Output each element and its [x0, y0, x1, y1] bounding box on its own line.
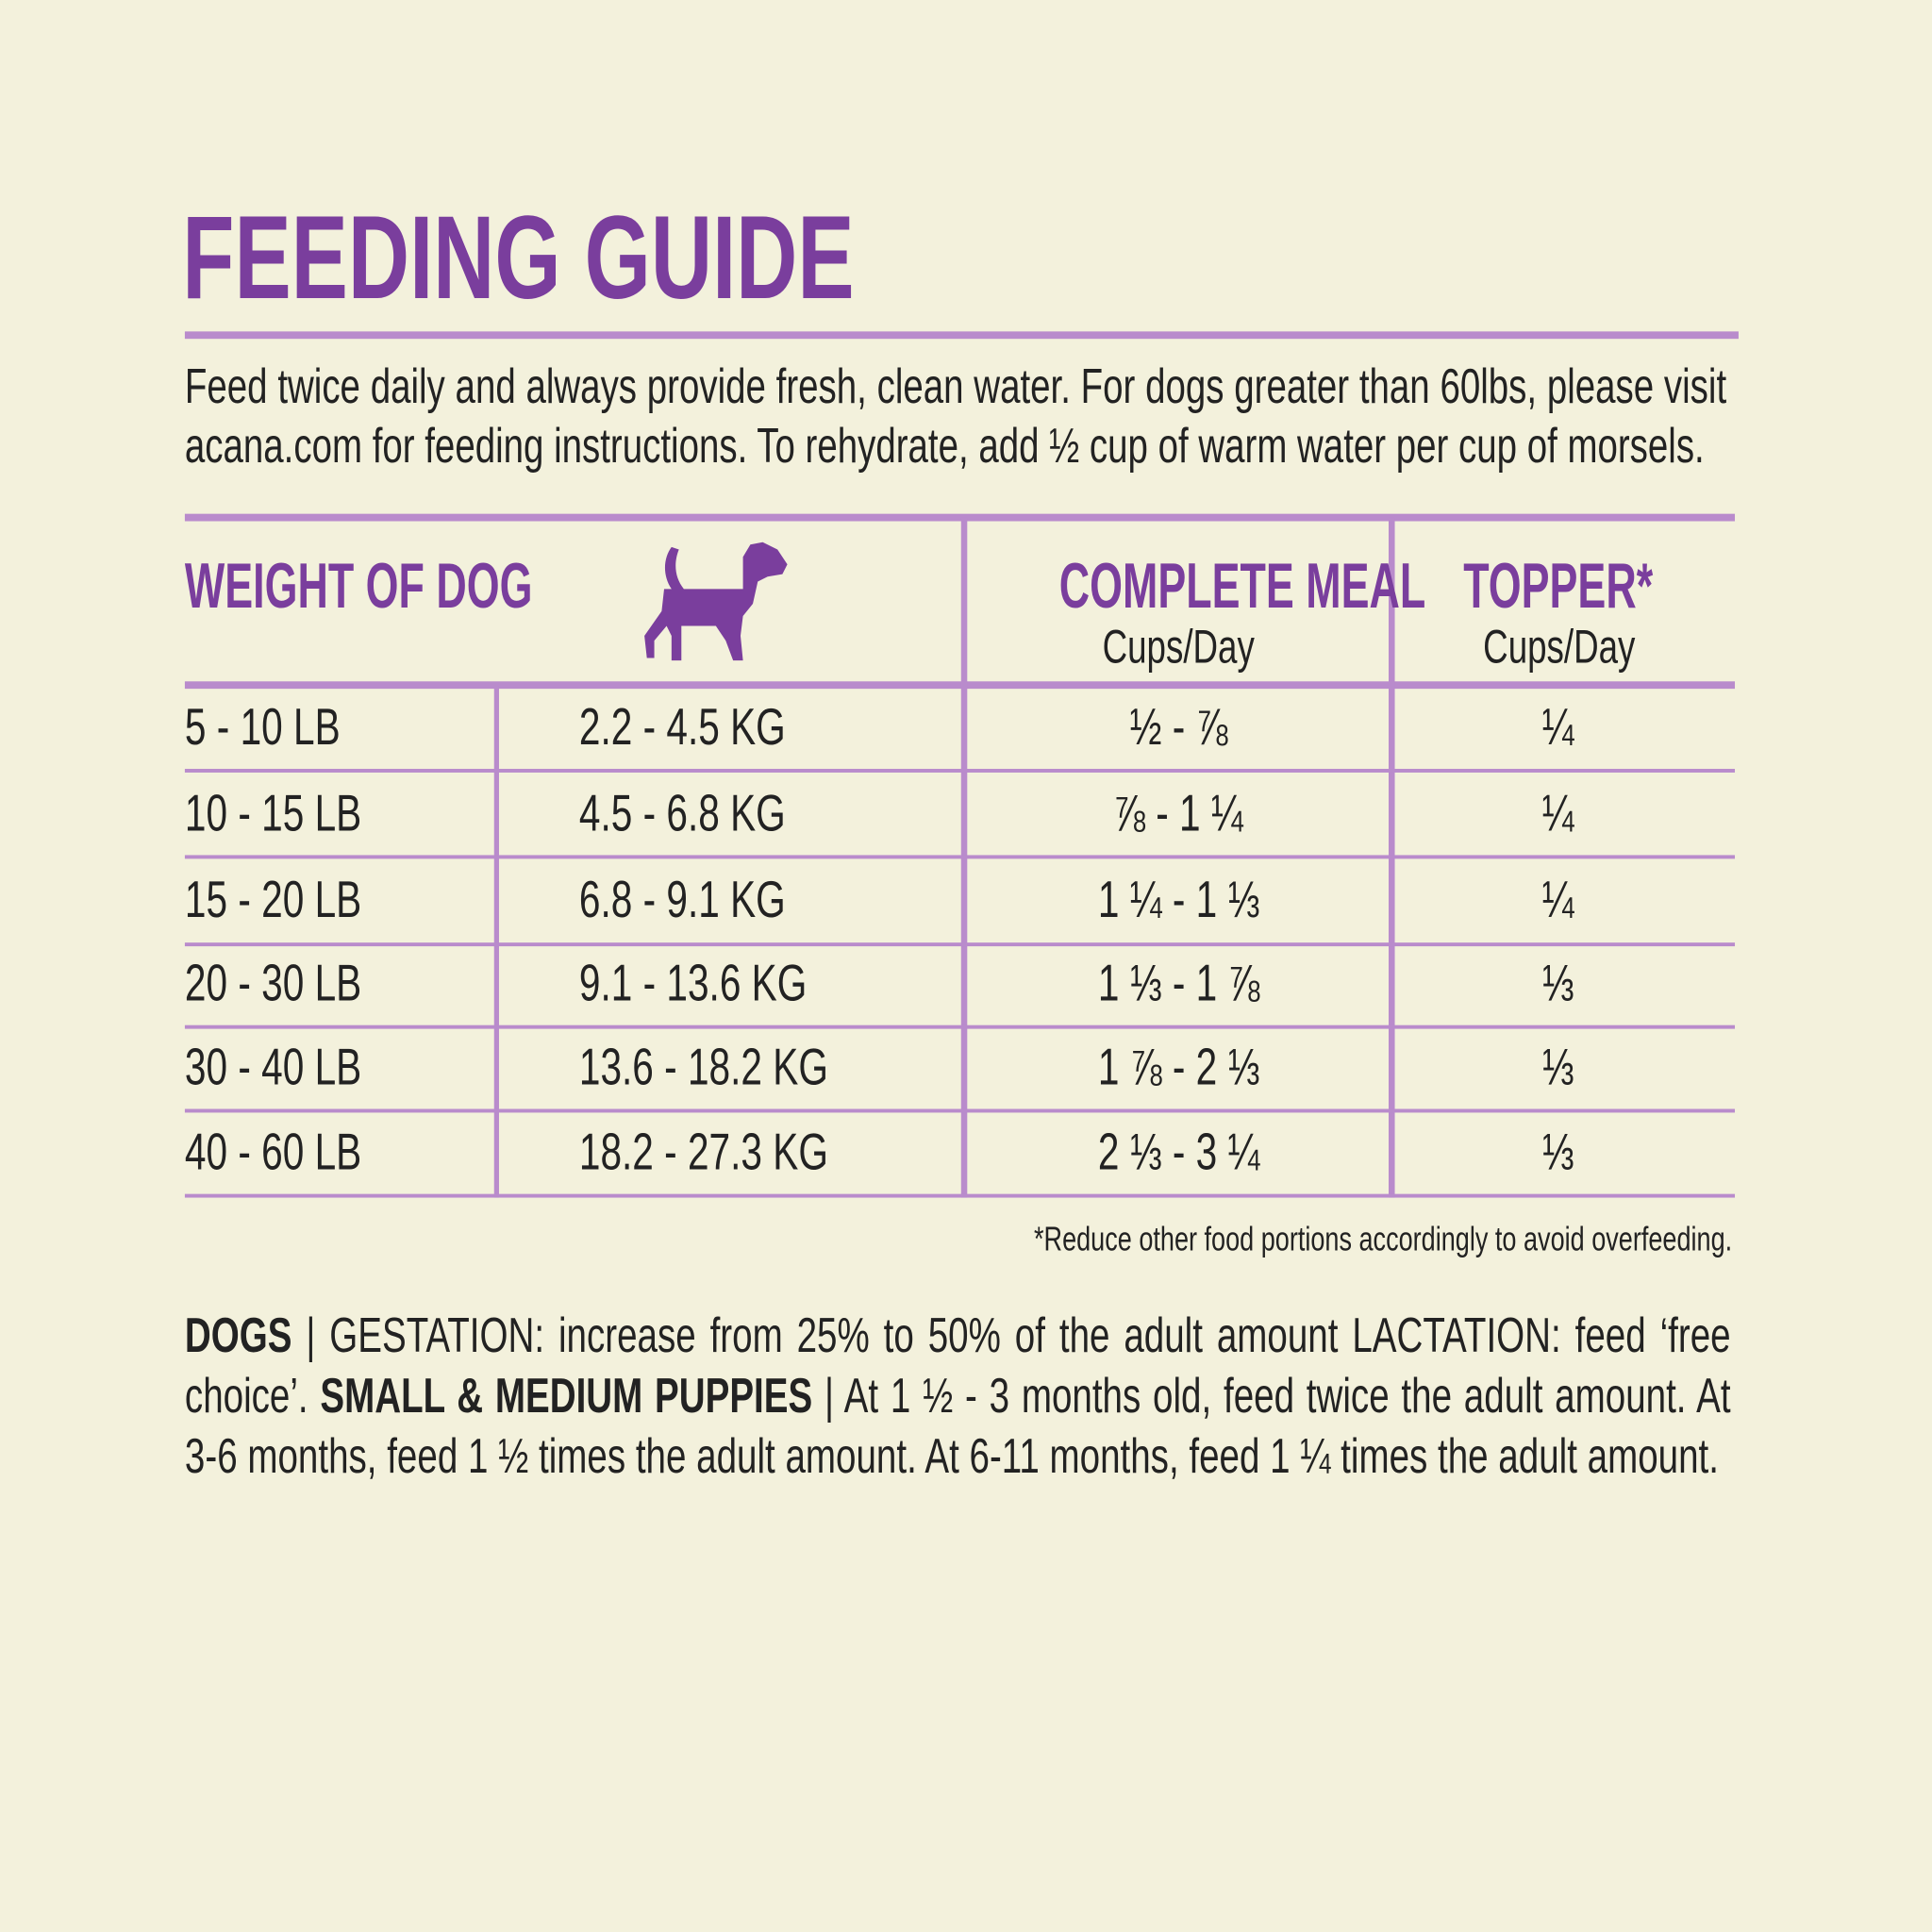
column-complete-unit: Cups/Day: [1102, 622, 1255, 675]
table-cell: 4.5 - 6.8 KG: [579, 770, 949, 855]
table-cell: ⅓: [1392, 1109, 1725, 1194]
cell-text: ⅞ - 1 ¼: [1113, 783, 1244, 842]
cell-text: 10 - 15 LB: [184, 783, 362, 842]
table-cell: ¼: [1392, 855, 1725, 942]
cell-text: 1 ⅞ - 2 ⅓: [1097, 1037, 1260, 1096]
table-cell: 6.8 - 9.1 KG: [579, 855, 949, 942]
table-cell: 15 - 20 LB: [185, 855, 493, 942]
cell-text: 40 - 60 LB: [184, 1122, 362, 1181]
cell-text: 20 - 30 LB: [184, 953, 362, 1012]
cell-text: 1 ⅓ - 1 ⅞: [1097, 953, 1260, 1012]
header-cell: Cups/Day: [965, 623, 1392, 675]
footnote-wrap: *Reduce other food portions accordingly …: [789, 1220, 1732, 1259]
row-rule: [184, 769, 1736, 773]
table-cell: 1 ⅓ - 1 ⅞: [965, 941, 1392, 1025]
cell-text: ¼: [1542, 783, 1575, 842]
table-cell: 13.6 - 18.2 KG: [579, 1025, 949, 1109]
bold-text: DOGS: [184, 1308, 292, 1363]
intro: Feed twice daily and always provide fres…: [184, 359, 1727, 474]
cell-text: ⅓: [1542, 953, 1575, 1012]
cell-text: 9.1 - 13.6 KG: [578, 953, 808, 1012]
table-cell: ⅓: [1392, 1025, 1725, 1109]
column-complete: COMPLETE MEAL: [1058, 550, 1426, 623]
notes: DOGS | GESTATION: increase from 25% to 5…: [185, 1306, 1731, 1487]
column-topper-unit: Cups/Day: [1482, 622, 1635, 675]
cell-text: 4.5 - 6.8 KG: [578, 783, 786, 842]
cell-text: ½ - ⅞: [1129, 697, 1228, 756]
cell-text: ⅓: [1542, 1037, 1575, 1096]
header-cell: TOPPER*: [1392, 552, 1725, 621]
cell-text: 5 - 10 LB: [184, 697, 341, 756]
column-topper: TOPPER*: [1463, 550, 1654, 623]
table-cell: 2.2 - 4.5 KG: [579, 685, 949, 769]
column-weight: WEIGHT OF DOG: [184, 550, 533, 623]
cell-text: 18.2 - 27.3 KG: [578, 1122, 828, 1181]
cell-text: 2.2 - 4.5 KG: [578, 697, 786, 756]
cell-text: 2 ⅓ - 3 ¼: [1097, 1122, 1260, 1181]
rule: [184, 513, 1736, 522]
table-cell: ½ - ⅞: [965, 685, 1392, 769]
rule: [184, 331, 1739, 340]
row-rule: [184, 942, 1736, 947]
cell-text: 1 ¼ - 1 ⅓: [1097, 870, 1260, 928]
title: FEEDING GUIDE: [182, 192, 855, 325]
cell-text: 15 - 20 LB: [184, 870, 362, 928]
table-cell: 5 - 10 LB: [185, 685, 493, 769]
row-rule: [184, 1108, 1736, 1113]
cell-text: ⅓: [1542, 1122, 1575, 1181]
table-cell: 40 - 60 LB: [185, 1109, 493, 1194]
table-cell: ¼: [1392, 770, 1725, 855]
note-text: | GESTATION: increase from 25% to 50% of…: [184, 1308, 1731, 1424]
row-rule: [184, 855, 1736, 859]
table-cell: 18.2 - 27.3 KG: [579, 1109, 949, 1194]
table-cell: ⅞ - 1 ¼: [965, 770, 1392, 855]
cell-text: ¼: [1542, 697, 1575, 756]
note-text: | At 1 ½ - 3 months old, feed twice the …: [184, 1369, 1731, 1484]
bold-text: SMALL & MEDIUM PUPPIES: [320, 1369, 813, 1424]
cell-text: 6.8 - 9.1 KG: [578, 870, 786, 928]
rule: [184, 681, 1736, 690]
table-cell: 20 - 30 LB: [185, 941, 493, 1025]
cell-text: 30 - 40 LB: [184, 1037, 362, 1096]
dog-icon: [644, 541, 788, 661]
row-rule: [184, 1193, 1736, 1198]
header-cell: WEIGHT OF DOG: [185, 552, 711, 621]
row-rule: [184, 1024, 1736, 1029]
table-cell: ¼: [1392, 685, 1725, 769]
header-cell: Cups/Day: [1392, 623, 1725, 675]
table-cell: 1 ¼ - 1 ⅓: [965, 855, 1392, 942]
column-rule: [493, 685, 499, 1198]
table-cell: 2 ⅓ - 3 ¼: [965, 1109, 1392, 1194]
table-cell: 10 - 15 LB: [185, 770, 493, 855]
cell-text: 13.6 - 18.2 KG: [578, 1037, 828, 1096]
table-cell: ⅓: [1392, 941, 1725, 1025]
footnote: *Reduce other food portions accordingly …: [1034, 1220, 1733, 1258]
table-cell: 9.1 - 13.6 KG: [579, 941, 949, 1025]
cell-text: ¼: [1542, 870, 1575, 928]
header-cell: COMPLETE MEAL: [965, 552, 1425, 621]
title-wrap: FEEDING GUIDE: [182, 192, 1115, 325]
table-cell: 30 - 40 LB: [185, 1025, 493, 1109]
table-cell: 1 ⅞ - 2 ⅓: [965, 1025, 1392, 1109]
